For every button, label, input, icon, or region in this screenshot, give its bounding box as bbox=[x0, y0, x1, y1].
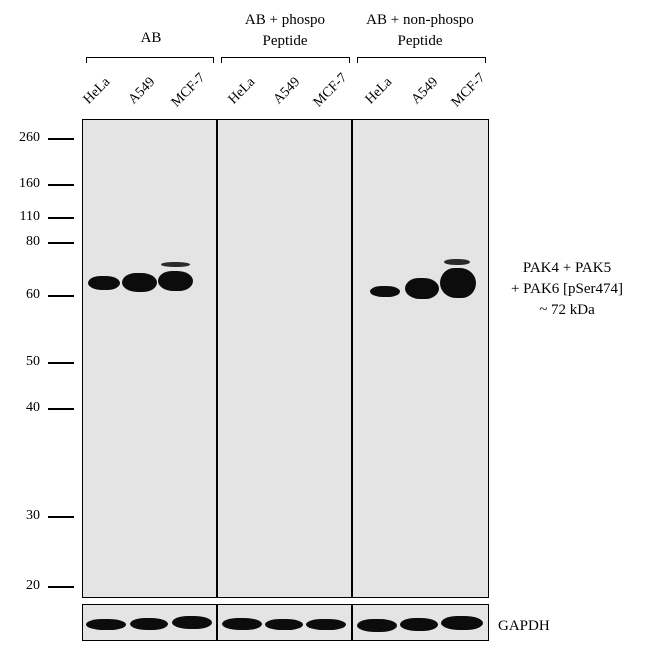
band-mcf7-nonphospho-upper bbox=[444, 259, 470, 265]
gapdh-band bbox=[86, 619, 126, 630]
panel-divider bbox=[351, 119, 353, 598]
gapdh-band bbox=[265, 619, 303, 630]
gapdh-band bbox=[306, 619, 346, 630]
band-a549-nonphospho bbox=[405, 278, 439, 299]
lane-label: HeLa bbox=[80, 74, 114, 108]
gapdh-band bbox=[130, 618, 168, 630]
lane-label: MCF-7 bbox=[310, 70, 351, 111]
mw-label-30: 30 bbox=[26, 508, 40, 523]
mw-label-80: 80 bbox=[26, 234, 40, 249]
mw-tick bbox=[48, 516, 74, 518]
mw-tick bbox=[48, 138, 74, 140]
lane-label: HeLa bbox=[362, 74, 396, 108]
band-mcf7-nonphospho bbox=[440, 268, 476, 298]
lane-label: MCF-7 bbox=[448, 70, 489, 111]
mw-label-110: 110 bbox=[19, 209, 40, 224]
mw-tick bbox=[48, 242, 74, 244]
lane-label: A549 bbox=[125, 74, 159, 108]
panel-divider bbox=[216, 119, 218, 598]
mw-tick bbox=[48, 408, 74, 410]
gapdh-band bbox=[441, 616, 483, 630]
mw-label-40: 40 bbox=[26, 400, 40, 415]
mw-tick bbox=[48, 217, 74, 219]
panel-divider bbox=[216, 604, 218, 641]
band-mcf7-ab-upper bbox=[161, 262, 190, 267]
gapdh-band bbox=[222, 618, 262, 630]
band-hela-ab bbox=[88, 276, 120, 290]
mw-tick bbox=[48, 586, 74, 588]
mw-label-50: 50 bbox=[26, 354, 40, 369]
lane-label: MCF-7 bbox=[168, 70, 209, 111]
mw-label-260: 260 bbox=[19, 130, 40, 145]
lane-label: A549 bbox=[408, 74, 442, 108]
bracket-phospho bbox=[221, 57, 350, 63]
mw-tick bbox=[48, 362, 74, 364]
lane-label: HeLa bbox=[225, 74, 259, 108]
bracket-ab bbox=[86, 57, 214, 63]
gapdh-band bbox=[172, 616, 212, 629]
target-protein-label: PAK4 + PAK5 + PAK6 [pSer474] ~ 72 kDa bbox=[510, 260, 624, 318]
group-label-ab: AB bbox=[140, 30, 162, 46]
mw-label-60: 60 bbox=[26, 287, 40, 302]
group-label-phospho-peptide: AB + phospo Peptide bbox=[244, 12, 326, 49]
gapdh-band bbox=[400, 618, 438, 631]
panel-divider bbox=[351, 604, 353, 641]
mw-tick bbox=[48, 184, 74, 186]
band-a549-ab bbox=[122, 273, 157, 292]
gapdh-band bbox=[357, 619, 397, 632]
group-label-nonphospho-peptide: AB + non-phospo Peptide bbox=[366, 12, 474, 49]
mw-label-20: 20 bbox=[26, 578, 40, 593]
bracket-nonphospho bbox=[357, 57, 486, 63]
main-blot-membrane bbox=[82, 119, 489, 598]
lane-label: A549 bbox=[270, 74, 304, 108]
band-mcf7-ab bbox=[158, 271, 193, 291]
band-hela-nonphospho bbox=[370, 286, 400, 297]
mw-label-160: 160 bbox=[19, 176, 40, 191]
loading-control-label: GAPDH bbox=[498, 618, 550, 634]
mw-tick bbox=[48, 295, 74, 297]
